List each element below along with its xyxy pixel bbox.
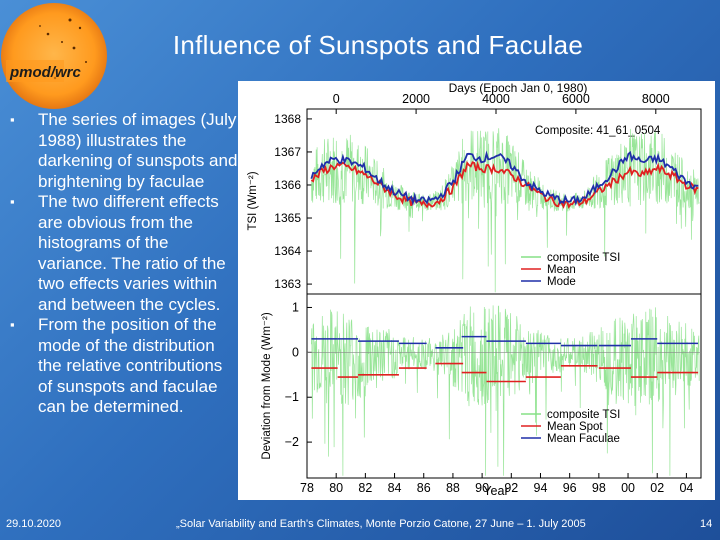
top-axis-tick-label: 8000: [642, 92, 670, 106]
top-axis-tick-label: 2000: [402, 92, 430, 106]
sun-disk: [1, 3, 107, 109]
upper-legend-label: Mode: [547, 276, 576, 288]
x-tick-label: 78: [300, 481, 314, 495]
sun-logo: pmod/wrc: [1, 3, 107, 109]
x-tick-label: 86: [417, 481, 431, 495]
bullet-list: ▪ The series of images (July 1988) illus…: [6, 110, 238, 418]
x-tick-label: 98: [592, 481, 606, 495]
upper-ylabel: TSI (Wm⁻²): [247, 171, 259, 230]
tsi-chart-svg: Days (Epoch Jan 0, 1980) Composite: 41_6…: [247, 81, 702, 498]
mode-line: [310, 150, 699, 207]
top-axis-tick-label: 6000: [562, 92, 590, 106]
x-tick-label: 94: [534, 481, 548, 495]
top-axis-label: Days (Epoch Jan 0, 1980): [449, 81, 588, 95]
lower-y-tick-label: 1: [292, 300, 299, 314]
upper-legend-label: composite TSI: [547, 252, 620, 264]
mean-line: [310, 160, 699, 209]
upper-y-tick-label: 1366: [274, 178, 301, 192]
footer-page-number: 14: [700, 518, 713, 530]
upper-y-tick-label: 1367: [274, 145, 301, 159]
upper-legend-label: Mean: [547, 264, 576, 276]
lower-legend-label: Mean Faculae: [547, 433, 620, 445]
bullet-item: ▪ From the position of the mode of the d…: [6, 315, 238, 418]
x-tick-label: 04: [679, 481, 693, 495]
upper-y-tick-label: 1363: [274, 277, 301, 291]
x-tick-label: 96: [563, 481, 577, 495]
upper-y-tick-label: 1364: [274, 244, 301, 258]
tsi-figure: Days (Epoch Jan 0, 1980) Composite: 41_6…: [238, 81, 715, 500]
upper-y-tick-label: 1365: [274, 211, 301, 225]
top-axis-tick-label: 0: [333, 92, 340, 106]
composite-tsi-line: [311, 128, 700, 293]
bullet-item: ▪ The series of images (July 1988) illus…: [6, 110, 238, 192]
bullet-text: The series of images (July 1988) illustr…: [38, 110, 238, 191]
x-tick-label: 90: [475, 481, 489, 495]
bullet-item: ▪ The two different effects are obvious …: [6, 192, 238, 315]
lower-legend-label: composite TSI: [547, 409, 620, 421]
x-tick-label: 84: [388, 481, 402, 495]
square-bullet-icon: ▪: [10, 317, 15, 332]
deviation-tsi-line: [311, 305, 700, 476]
composite-label: Composite: 41_61_0504: [535, 125, 661, 137]
lower-y-tick-label: −2: [285, 435, 299, 449]
footer-conference: „Solar Variability and Earth's Climates,…: [176, 518, 586, 530]
x-tick-label: 80: [329, 481, 343, 495]
x-tick-label: 00: [621, 481, 635, 495]
top-axis-tick-label: 4000: [482, 92, 510, 106]
x-tick-label: 02: [650, 481, 664, 495]
x-tick-label: 82: [358, 481, 372, 495]
square-bullet-icon: ▪: [10, 194, 15, 209]
slide-title: Influence of Sunspots and Faculae: [172, 30, 584, 60]
pmod-logo-text: pmod/wrc: [9, 64, 81, 81]
lower-legend-label: Mean Spot: [547, 421, 603, 433]
bullet-text: From the position of the mode of the dis…: [38, 315, 223, 416]
lower-panel-frame: [306, 293, 702, 479]
lower-ylabel: Deviation from Mode (Wm⁻²): [261, 312, 273, 459]
x-tick-label: 88: [446, 481, 460, 495]
square-bullet-icon: ▪: [10, 112, 15, 127]
lower-xlabel: Year: [483, 484, 508, 498]
lower-y-tick-label: 0: [292, 345, 299, 359]
x-tick-label: 92: [504, 481, 518, 495]
lower-y-tick-label: −1: [285, 390, 299, 404]
upper-y-tick-label: 1368: [274, 112, 301, 126]
sunspots: [39, 18, 87, 80]
footer-date: 29.10.2020: [6, 518, 62, 530]
bullet-text: The two different effects are obvious fr…: [38, 192, 226, 314]
